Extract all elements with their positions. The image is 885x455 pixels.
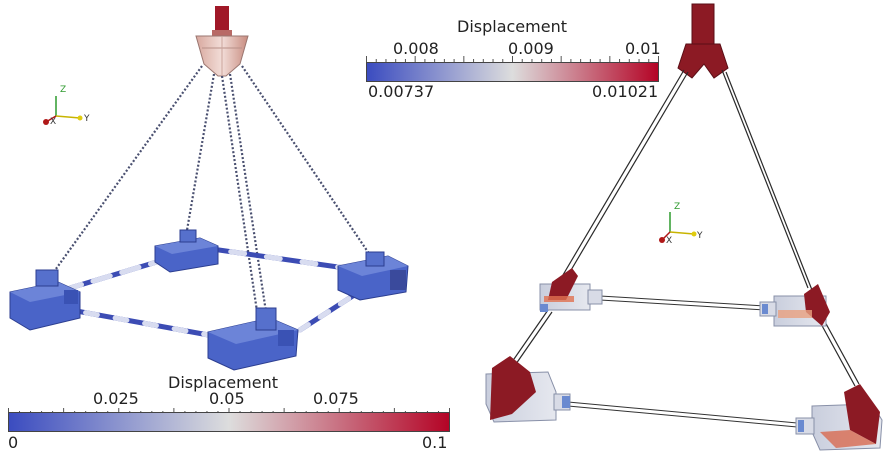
left-axis-z-label: Z [60,85,66,95]
right-axes-triad [659,212,697,243]
left-frame-beams [57,245,365,341]
right-colorbar-tick-label-3: 0.01 [625,39,661,58]
right-lug-lower-left [485,356,571,423]
left-colorbar-tick-label-1: 0.025 [93,389,139,408]
right-lug-upper-right [759,284,830,327]
right-lug-lower-right [795,384,883,451]
left-colorbar-tick-label-2: 0.05 [209,389,245,408]
left-colorbar-max-label: 0.1 [422,433,448,452]
right-frame-beams [567,295,809,429]
right-axis-z-label: Z [674,202,680,212]
left-lug-back [154,229,219,273]
right-colorbar-tick-label-2: 0.009 [508,39,554,58]
left-axis-y-label: Y [83,114,90,124]
left-slings [47,65,373,319]
left-axis-x-label: X [50,117,56,127]
left-colorbar-tick-label-3: 0.075 [313,389,359,408]
left-colorbar [8,412,450,432]
right-hook-split [677,43,729,79]
left-hook-shaft [215,6,229,34]
left-lug-right [337,251,409,301]
right-colorbar-min-label: 0.00737 [368,82,435,101]
left-lug-front-left [9,269,81,331]
left-model [9,6,409,371]
left-colorbar-title: Displacement [168,373,278,392]
right-colorbar-tick-label-1: 0.008 [393,39,439,58]
right-hook-shaft [691,3,715,45]
right-model [485,3,883,451]
right-colorbar-title: Displacement [457,17,567,36]
left-colorbar-min-label: 0 [8,433,19,452]
right-axis-y-label: Y [696,231,703,241]
left-lug-front [207,307,299,371]
right-lug-upper-left [539,268,603,312]
left-axes-triad [43,96,83,125]
right-colorbar-max-label: 0.01021 [592,82,659,101]
right-axis-x-label: X [666,236,672,246]
right-colorbar [366,62,659,82]
right-slings [504,69,860,387]
